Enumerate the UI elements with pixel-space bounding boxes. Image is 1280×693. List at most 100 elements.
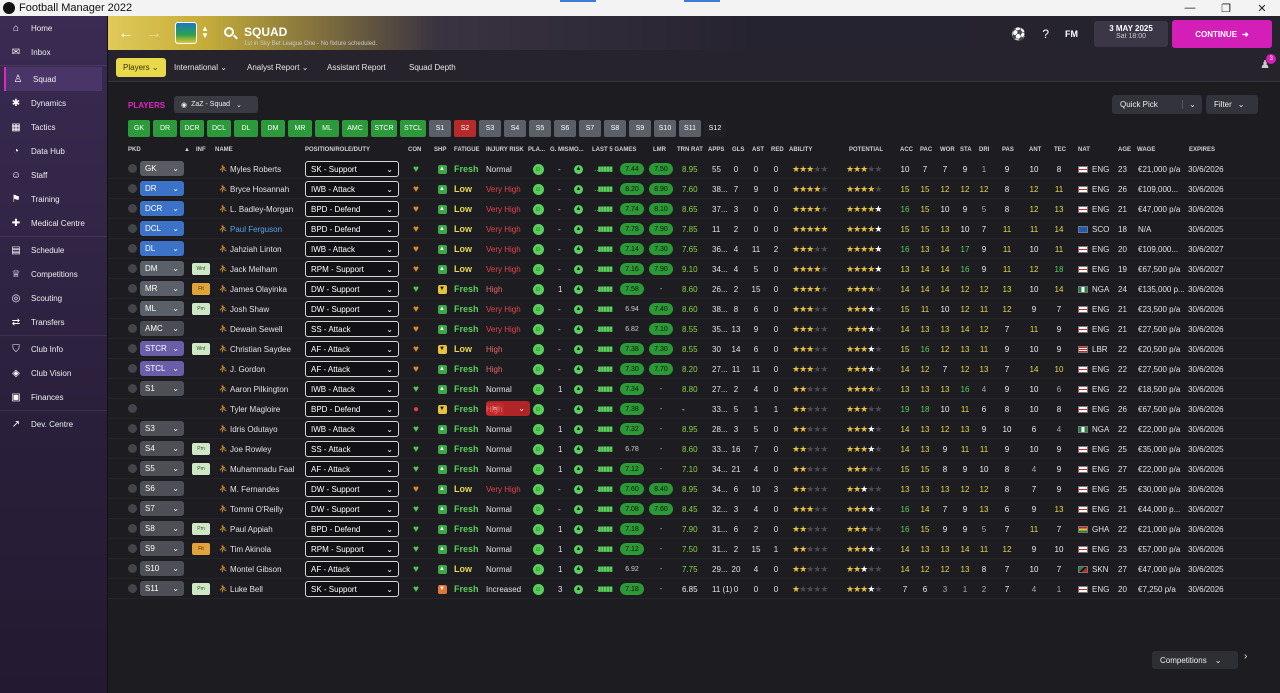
pick-toggle[interactable] (128, 424, 137, 433)
table-row[interactable]: ML ⌄ Pm ⛹ Josh Shaw DW - Support ⌄ ♥ ▲ Fresh Very … (108, 299, 1280, 319)
info-badge[interactable]: Pm (192, 303, 210, 315)
next-arrow-icon[interactable]: › (1244, 651, 1248, 662)
info-badge[interactable]: Inj (486, 403, 504, 415)
player-name[interactable]: Paul Appiah (230, 524, 273, 534)
tab-assistant-report[interactable]: Assistant Report (327, 63, 386, 72)
position-filter-dcr[interactable]: DCR (180, 120, 204, 137)
sidebar-item-inbox[interactable]: ✉ Inbox (0, 40, 107, 64)
pick-toggle[interactable] (128, 184, 137, 193)
pick-toggle[interactable] (128, 324, 137, 333)
position-filter-amc[interactable]: AMC (342, 120, 368, 137)
tab-analyst-report[interactable]: Analyst Report ⌄ (247, 63, 309, 72)
position-filter-s7[interactable]: S7 (579, 120, 601, 137)
info-badge[interactable]: Pm (192, 463, 210, 475)
position-filter-s8[interactable]: S8 (604, 120, 626, 137)
forward-arrow-icon[interactable]: → (146, 25, 162, 42)
position-selector[interactable]: S5 ⌄ (140, 461, 184, 476)
column-header-pla[interactable]: PLA... (528, 147, 546, 153)
football-icon[interactable]: ⚽ (1011, 27, 1027, 41)
date-display[interactable]: 3 MAY 2025 Sat 18:00 (1094, 21, 1168, 47)
club-crest[interactable] (175, 22, 197, 44)
column-header-fat[interactable]: FATIGUE (454, 147, 480, 153)
sidebar-item-medical-centre[interactable]: ✚ Medical Centre (0, 211, 107, 235)
info-badge[interactable]: Pm (192, 523, 210, 535)
sidebar-item-home[interactable]: ⌂ Home (0, 16, 107, 40)
role-duty-dropdown[interactable]: IWB - Attack ⌄ (305, 241, 399, 257)
player-name[interactable]: L. Badley-Morgan (230, 204, 294, 214)
sidebar-item-squad[interactable]: ♙ Squad (4, 67, 102, 91)
role-duty-dropdown[interactable]: IWB - Attack ⌄ (305, 381, 399, 397)
search-icon[interactable] (224, 27, 234, 37)
column-header-potential[interactable]: POTENTIAL (849, 147, 883, 153)
info-badge[interactable]: Wnt (192, 343, 210, 355)
position-selector[interactable]: S6 ⌄ (140, 481, 184, 496)
player-name[interactable]: Jahziah Linton (230, 244, 282, 254)
sidebar-item-scouting[interactable]: ◎ Scouting (0, 286, 107, 310)
column-header-gmis[interactable]: G. MIS (550, 147, 569, 153)
column-header-nat[interactable]: NAT (1078, 147, 1090, 153)
player-name[interactable]: Christian Saydee (230, 344, 291, 354)
position-selector[interactable]: S10 ⌄ (140, 561, 184, 576)
table-row[interactable]: DL ⌄ ⛹ Jahziah Linton IWB - Attack ⌄ ♥ ▲ Low Very… (108, 239, 1280, 259)
column-header-shp[interactable]: SHP (434, 147, 447, 153)
position-selector[interactable]: GK ⌄ (140, 161, 184, 176)
tab-squad-depth[interactable]: Squad Depth (409, 63, 456, 72)
pick-toggle[interactable] (128, 364, 137, 373)
table-row[interactable]: DR ⌄ ⛹ Bryce Hosannah IWB - Attack ⌄ ♥ ▲ Low Very… (108, 179, 1280, 199)
column-header-pas[interactable]: PAS (1002, 147, 1014, 153)
filter-button[interactable]: Filter ⌄ (1206, 95, 1258, 114)
player-name[interactable]: Montel Gibson (230, 564, 282, 574)
player-name[interactable]: Bryce Hosannah (230, 184, 290, 194)
table-row[interactable]: S10 ⌄ ⛹ Montel Gibson AF - Attack ⌄ ♥ ▲ Low Norma… (108, 559, 1280, 579)
role-duty-dropdown[interactable]: AF - Attack ⌄ (305, 461, 399, 477)
column-header-last5[interactable]: LAST 5 GAMES (592, 147, 637, 153)
role-duty-dropdown[interactable]: RPM - Support ⌄ (305, 541, 399, 557)
position-selector[interactable]: DCL ⌄ (140, 221, 184, 236)
notifications-icon[interactable]: ♟ 3 (1260, 54, 1277, 71)
pick-toggle[interactable] (128, 304, 137, 313)
position-selector[interactable]: S11 ⌄ (140, 581, 184, 596)
sidebar-item-training[interactable]: ⚑ Training (0, 187, 107, 211)
position-filter-mr[interactable]: MR (288, 120, 312, 137)
player-name[interactable]: Paul Ferguson (230, 224, 283, 234)
position-filter-s1[interactable]: S1 (429, 120, 451, 137)
position-filter-ml[interactable]: ML (315, 120, 339, 137)
role-duty-dropdown[interactable]: AF - Attack ⌄ (305, 341, 399, 357)
player-name[interactable]: Joe Rowley (230, 444, 272, 454)
role-duty-dropdown[interactable]: SK - Support ⌄ (305, 161, 399, 177)
position-filter-s11[interactable]: S11 (679, 120, 701, 137)
role-duty-dropdown[interactable]: DW - Support ⌄ (305, 481, 399, 497)
pick-toggle[interactable] (128, 344, 137, 353)
position-selector[interactable]: S9 ⌄ (140, 541, 184, 556)
view-selector[interactable]: ◉ ZaZ - Squad ⌄ (174, 96, 258, 113)
pick-toggle[interactable] (128, 444, 137, 453)
position-selector[interactable]: DL ⌄ (140, 241, 184, 256)
info-badge[interactable]: Pm (192, 443, 210, 455)
maximize-icon[interactable]: ❐ (1221, 2, 1231, 15)
pick-toggle[interactable] (128, 564, 137, 573)
column-header-dri[interactable]: DRI (979, 147, 990, 153)
player-name[interactable]: Tommi O'Reilly (230, 504, 284, 514)
column-header-apps[interactable]: APPS (708, 147, 725, 153)
sidebar-item-club-vision[interactable]: ◈ Club Vision (0, 361, 107, 385)
role-duty-dropdown[interactable]: BPD - Defend ⌄ (305, 201, 399, 217)
pick-toggle[interactable] (128, 404, 137, 413)
position-filter-s6[interactable]: S6 (554, 120, 576, 137)
tab-players[interactable]: Players ⌄ (116, 58, 166, 77)
position-filter-s2[interactable]: S2 (454, 120, 476, 137)
player-name[interactable]: M. Fernandes (230, 484, 280, 494)
column-header-ast[interactable]: AST (752, 147, 764, 153)
role-duty-dropdown[interactable]: BPD - Defend ⌄ (305, 221, 399, 237)
table-row[interactable]: S9 ⌄ Fit ⛹ Tim Akinola RPM - Support ⌄ ♥ ▲ Fresh N… (108, 539, 1280, 559)
position-filter-s10[interactable]: S10 (654, 120, 676, 137)
column-header-inj[interactable]: INJURY RISK (486, 147, 524, 153)
player-name[interactable]: James Olayinka (230, 284, 287, 294)
column-header-con[interactable]: CON (408, 147, 422, 153)
role-duty-dropdown[interactable]: SK - Support ⌄ (305, 581, 399, 597)
position-filter-s5[interactable]: S5 (529, 120, 551, 137)
table-row[interactable]: S8 ⌄ Pm ⛹ Paul Appiah BPD - Defend ⌄ ♥ ▲ Fresh Nor… (108, 519, 1280, 539)
role-duty-dropdown[interactable]: SS - Attack ⌄ (305, 441, 399, 457)
position-selector[interactable]: S8 ⌄ (140, 521, 184, 536)
info-badge[interactable]: Fit (192, 543, 210, 555)
table-row[interactable]: DCR ⌄ ⛹ L. Badley-Morgan BPD - Defend ⌄ ♥ ▲ Low V… (108, 199, 1280, 219)
